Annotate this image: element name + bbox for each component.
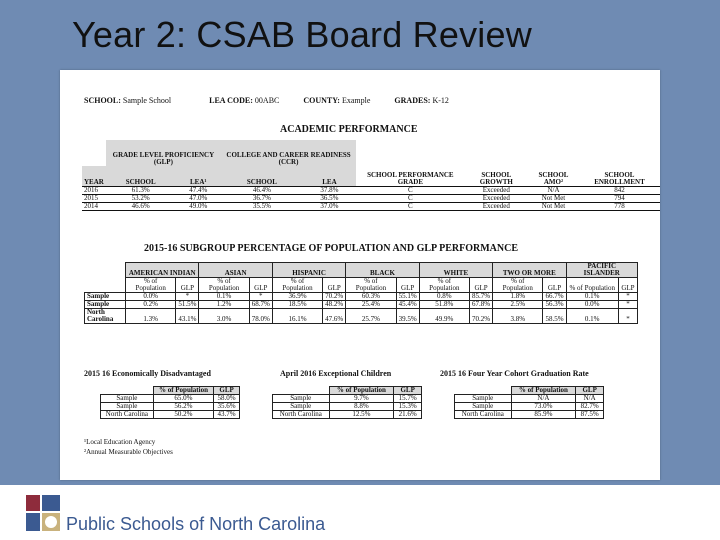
subgroup-cell: 78.0% [248, 308, 273, 324]
footnote-lea: ¹Local Education Agency [84, 438, 156, 446]
subgroup-cell: 3.0% [198, 308, 250, 324]
subgroup-subcol: % of Population [418, 277, 471, 293]
subgroup-cell: 1.3% [124, 308, 177, 324]
exceptional-table: % of Population GLP Sample 9.7% 15.7% Sampl… [272, 386, 422, 419]
subgroup-subcol: GLP [322, 277, 347, 293]
subgroup-subcol: GLP [542, 277, 567, 293]
col-glp-school: SCHOOL [105, 166, 176, 187]
subgroup-cell: 0.1% [565, 308, 619, 324]
table-row: North Carolina 50.2% 43.7% [100, 410, 240, 419]
table-row: Sample 0.2% 51.5% 1.2% 68.7% 18.5% 48.2% 25.4% 4… [84, 300, 639, 309]
subgroup-cell: 49.9% [418, 308, 471, 324]
subgroup-cell: 48.2% [322, 300, 347, 309]
subgroup-cell: 2.5% [492, 300, 544, 309]
school-value: Sample School [122, 96, 172, 105]
subgroup-header: ASIAN [198, 262, 273, 278]
subgroup-cell: 67.8% [469, 300, 494, 309]
subgroup-cell: 25.4% [345, 300, 397, 309]
col-amo: SCHOOL AMO² [528, 166, 579, 187]
report-panel: SCHOOL: Sample School LEA CODE: 00ABC CO… [60, 70, 660, 480]
subgroup-cell: 56.3% [542, 300, 567, 309]
col-performance-grade: SCHOOL PERFORMANCE GRADE [356, 166, 465, 187]
academic-table: GRADE LEVEL PROFICIENCY (GLP) COLLEGE AN… [82, 140, 660, 211]
col-enrollment: SCHOOL ENROLLMENT [578, 166, 660, 187]
subgroup-header: WHITE [418, 262, 494, 278]
grades-label: GRADES: [394, 96, 431, 105]
col-ccr-lea: LEA [302, 166, 357, 187]
subgroup-cell: * [617, 308, 639, 324]
subgroup-subcol: % of Population [124, 277, 177, 293]
ccr-group-header: COLLEGE AND CAREER READINESS (CCR) [220, 140, 357, 166]
subgroup-header: AMERICAN INDIAN [124, 262, 200, 278]
subgroup-header: HISPANIC [271, 262, 347, 278]
subgroup-table: AMERICAN INDIAN ASIAN HISPANIC BLACK WHITE TW… [84, 262, 639, 324]
county-label: COUNTY: [303, 96, 340, 105]
econ-title: 2015 16 Economically Disadvantaged [84, 369, 211, 378]
lea-value: 00ABC [254, 96, 280, 105]
table-row: Sample 73.0% 82.7% [454, 402, 604, 411]
subgroup-header: TWO OR MORE [492, 262, 567, 278]
subgroup-cell: 25.7% [345, 308, 397, 324]
table-row: North Carolina 85.9% 87.5% [454, 410, 604, 419]
subgroup-subcol: % of Population [345, 277, 397, 293]
table-row: North Carolina 1.3% 43.1% 3.0% 78.0% 16.1% 47.… [84, 308, 639, 324]
subgroup-subcol: GLP [248, 277, 273, 293]
subgroup-cell: 51.8% [418, 300, 471, 309]
grad-title: 2015 16 Four Year Cohort Graduation Rate [440, 369, 589, 378]
table-row: 2015 53.2% 47.0% 36.7% 36.5% C Exceeded Not Met… [82, 194, 660, 203]
col-growth: SCHOOL GROWTH [464, 166, 529, 187]
table-row: 2014 46.6% 49.0% 35.5% 37.0% C Exceeded Not Met… [82, 202, 660, 211]
subgroup-cell: 0.0% [565, 300, 619, 309]
subgroup-subcol: % of Population [271, 277, 324, 293]
col-glp-lea: LEA¹ [175, 166, 221, 187]
subgroup-cell: 39.5% [395, 308, 420, 324]
subgroup-subcol: % of Population [198, 277, 250, 293]
subgroup-subcol: GLP [617, 277, 639, 293]
subgroup-subcol: % of Population [492, 277, 544, 293]
subgroup-cell: 16.1% [271, 308, 324, 324]
subgroup-cell: 68.7% [248, 300, 273, 309]
subgroup-header: BLACK [345, 262, 420, 278]
table-row: North Carolina 12.5% 21.6% [272, 410, 422, 419]
academic-title: ACADEMIC PERFORMANCE [280, 124, 418, 135]
exceptional-title: April 2016 Exceptional Children [280, 369, 392, 378]
dpi-logo-icon [26, 495, 60, 531]
subgroup-cell: 70.2% [469, 308, 494, 324]
grades-value: K-12 [432, 96, 449, 105]
school-label: SCHOOL: [84, 96, 121, 105]
slide-title: Year 2: CSAB Board Review [72, 14, 532, 55]
subgroup-cell: 47.6% [322, 308, 347, 324]
subgroup-subcol: GLP [395, 277, 420, 293]
table-row: 2016 61.3% 47.4% 46.4% 37.8% C Exceeded N/A 842 [82, 186, 660, 195]
subgroup-header: PACIFIC ISLANDER [565, 262, 639, 278]
subgroup-subcol: GLP [469, 277, 494, 293]
school-header-line: SCHOOL: Sample School LEA CODE: 00ABC CO… [84, 96, 471, 105]
subgroup-cell: 1.2% [198, 300, 250, 309]
subgroup-cell: 45.4% [395, 300, 420, 309]
county-value: Example [341, 96, 371, 105]
col-ccr-school: SCHOOL [220, 166, 303, 187]
footer-bar [0, 485, 720, 540]
subgroup-cell: 58.5% [542, 308, 567, 324]
grad-table: % of Population GLP Sample N/A N/A Sample 73… [454, 386, 604, 419]
subgroup-subcol: % of Population [565, 277, 619, 293]
subgroup-cell: 51.5% [175, 300, 200, 309]
col-year: YEAR [82, 166, 106, 187]
glp-group-header: GRADE LEVEL PROFICIENCY (GLP) [105, 140, 221, 166]
econ-table: % of Population GLP Sample 65.0% 58.0% Samp… [100, 386, 240, 419]
subgroup-cell: 0.2% [124, 300, 177, 309]
subgroup-cell: * [617, 300, 639, 309]
subgroup-cell: 3.8% [492, 308, 544, 324]
footnote-amo: ²Annual Measurable Objectives [84, 448, 173, 456]
lea-label: LEA CODE: [209, 96, 253, 105]
subgroup-subcol: GLP [175, 277, 200, 293]
subgroup-title: 2015-16 SUBGROUP PERCENTAGE OF POPULATIO… [144, 243, 518, 254]
subgroup-cell: 43.1% [175, 308, 200, 324]
organization-name: Public Schools of North Carolina [66, 514, 326, 534]
subgroup-row-label: North Carolina [84, 308, 126, 324]
subgroup-cell: 18.5% [271, 300, 324, 309]
